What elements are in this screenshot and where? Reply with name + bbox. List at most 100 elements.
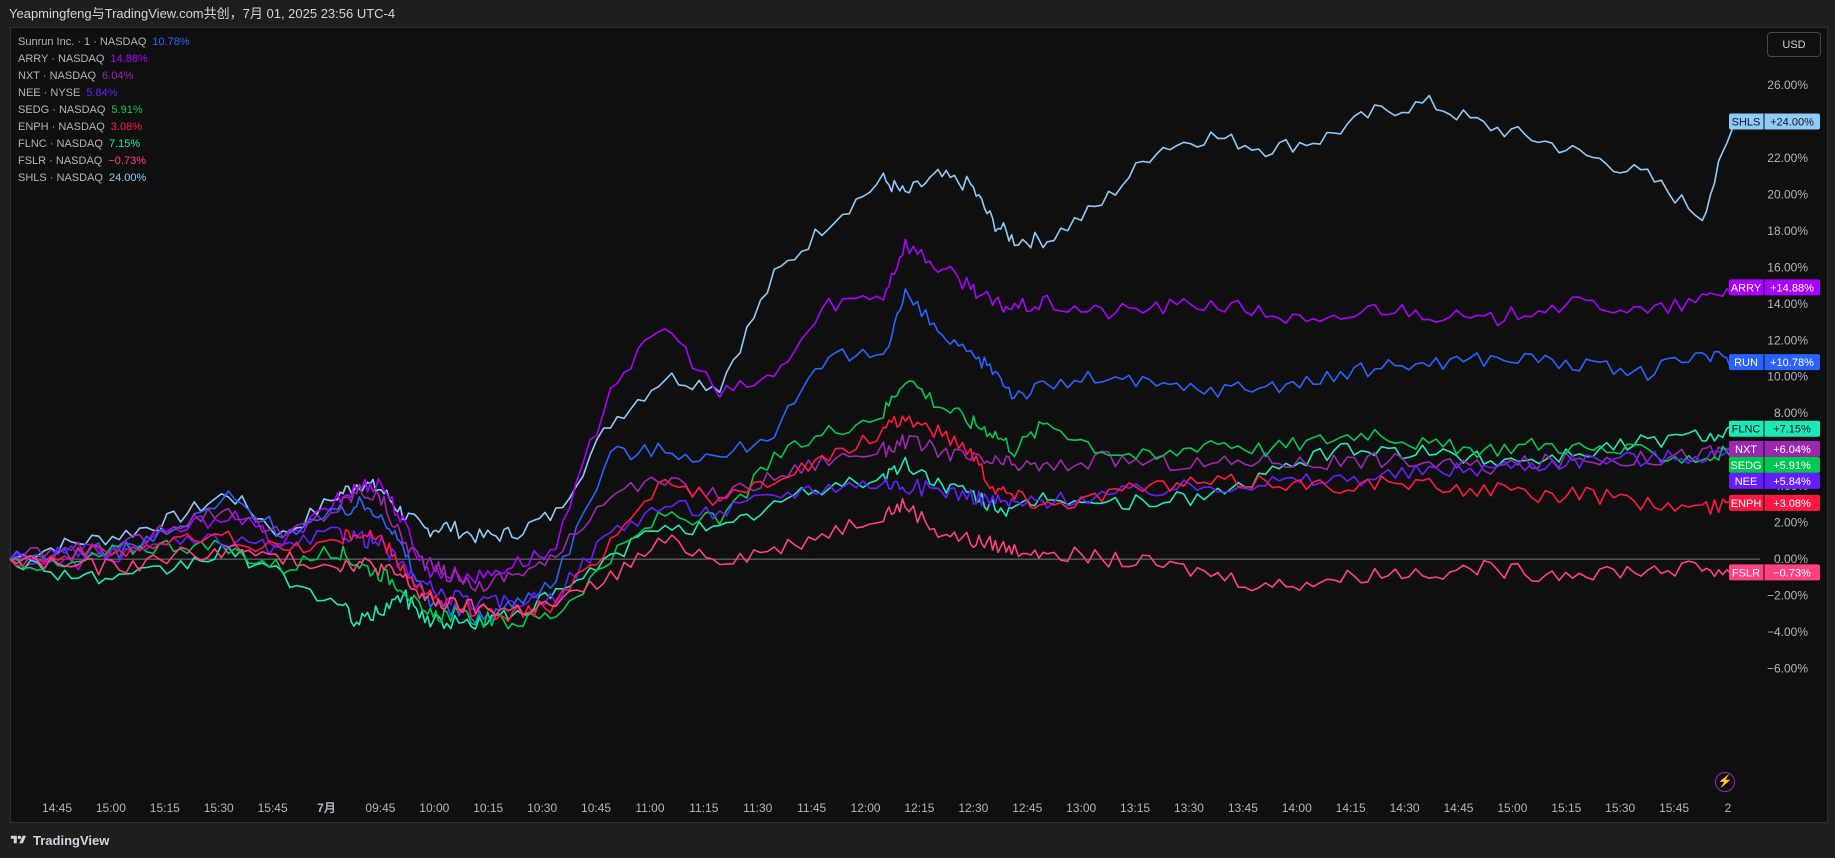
value-tag-bg (1729, 564, 1820, 581)
x-tick-label: 11:15 (689, 801, 718, 815)
chart-header-title: Yeapmingfeng与TradingView.com共创，7月 01, 20… (9, 6, 396, 21)
legend-value: 14.88% (110, 53, 148, 65)
legend-item[interactable]: NEE · NYSE 5.84% (18, 85, 190, 102)
value-tag-name: SEDG (1730, 460, 1761, 472)
value-tag-value: +24.00% (1770, 116, 1814, 128)
x-tick-label: 11:30 (743, 801, 772, 815)
legend-item[interactable]: FSLR · NASDAQ −0.73% (18, 153, 190, 170)
chart-area[interactable] (10, 27, 1828, 823)
value-tag-flnc: FLNC +7.15% (1729, 420, 1820, 437)
x-tick-label: 15:15 (1551, 801, 1581, 815)
value-tag-name: ARRY (1731, 282, 1762, 294)
value-tag-run: RUN +10.78% (1729, 354, 1820, 371)
legend-item[interactable]: SHLS · NASDAQ 24.00% (18, 170, 190, 187)
legend-item[interactable]: ENPH · NASDAQ 3.08% (18, 119, 190, 136)
legend-symbol: ENPH · NASDAQ (18, 121, 105, 133)
series-line-nxt[interactable] (9, 434, 1736, 592)
y-tick-label: 12.00% (1767, 333, 1808, 347)
value-tag-name: RUN (1734, 357, 1758, 369)
x-tick-label: 12:45 (1012, 801, 1042, 815)
legend-symbol: FLNC · NASDAQ (18, 138, 103, 150)
legend-value: 24.00% (108, 172, 147, 184)
value-tag-value: +7.15% (1773, 424, 1811, 436)
x-tick-label: 11:00 (635, 801, 664, 815)
value-tag-name: FSLR (1732, 567, 1760, 579)
x-tick-label: 13:45 (1228, 801, 1258, 815)
value-tag-bg (1729, 354, 1820, 371)
y-tick-label: 8.00% (1774, 406, 1808, 420)
x-tick-label: 7月 (317, 801, 336, 815)
x-tick-label: 15:00 (1497, 801, 1527, 815)
x-tick-label: 15:00 (96, 801, 126, 815)
x-tick-label: 09:45 (365, 801, 395, 815)
series-line-nee[interactable] (9, 445, 1736, 611)
x-tick-label: 15:45 (1659, 801, 1689, 815)
x-tick-label: 10:30 (527, 801, 557, 815)
value-tag-nxt: NXT +6.04% (1729, 440, 1820, 457)
tradingview-logo-icon (10, 835, 26, 844)
x-tick-label: 12:15 (904, 801, 934, 815)
legend-value: 10.78% (152, 36, 190, 48)
y-tick-label: −4.00% (1767, 625, 1808, 639)
x-axis: 14:45 15:00 15:15 15:30 15:45 7月 09:45 10:00 10:… (42, 801, 1732, 815)
value-tag-nee: NEE +5.84% (1729, 472, 1820, 489)
value-tag-value: +6.04% (1773, 444, 1811, 456)
value-tag-shls: SHLS +24.00% (1729, 113, 1820, 130)
legend-value: 5.91% (111, 104, 143, 116)
y-tick-label: 2.00% (1774, 516, 1808, 530)
currency-button[interactable]: USD (1767, 32, 1821, 57)
value-tag-value: +5.84% (1773, 476, 1811, 488)
series-line-shls[interactable] (9, 94, 1736, 561)
legend-value: 3.08% (110, 121, 142, 133)
x-tick-label: 11:45 (797, 801, 826, 815)
legend-item[interactable]: ARRY · NASDAQ 14.88% (18, 51, 190, 68)
value-tag-value: +5.91% (1773, 460, 1811, 472)
x-tick-label: 10:15 (473, 801, 503, 815)
y-tick-label: 16.00% (1767, 260, 1808, 274)
series-line-arry[interactable] (9, 238, 1736, 585)
value-tag-bg (1729, 494, 1820, 511)
series-line-run[interactable] (9, 288, 1736, 624)
value-tag-bg (1729, 113, 1820, 130)
legend-symbol: ARRY · NASDAQ (18, 53, 105, 65)
x-tick-label: 13:15 (1120, 801, 1150, 815)
series-line-sedg[interactable] (9, 380, 1736, 630)
legend-symbol: NEE · NYSE (18, 87, 81, 99)
x-tick-label: 15:45 (258, 801, 288, 815)
value-tag-fslr: FSLR −0.73% (1729, 564, 1820, 581)
value-tag-name: SHLS (1732, 116, 1761, 128)
x-tick-label: 15:30 (1605, 801, 1635, 815)
x-tick-label: 10:45 (581, 801, 611, 815)
lightning-icon[interactable]: ⚡ (1715, 772, 1735, 792)
y-tick-label: 10.00% (1767, 370, 1808, 384)
x-tick-label: 14:45 (1443, 801, 1473, 815)
chart-legend: Sunrun Inc. · 1 · NASDAQ 10.78% ARRY · NAS… (18, 34, 190, 187)
y-tick-label: 20.00% (1767, 187, 1808, 201)
x-tick-label: 15:15 (150, 801, 180, 815)
x-tick-label: 2 (1725, 801, 1732, 815)
series-line-fslr[interactable] (9, 498, 1736, 617)
value-tag-value: −0.73% (1773, 567, 1811, 579)
series-lines (9, 94, 1736, 630)
value-tag-bg (1729, 420, 1820, 437)
tradingview-brand[interactable]: TradingView (9, 830, 109, 850)
value-tag-name: ENPH (1731, 498, 1762, 510)
x-tick-label: 12:30 (958, 801, 988, 815)
y-tick-label: −6.00% (1767, 661, 1808, 675)
x-tick-label: 15:30 (204, 801, 234, 815)
legend-item[interactable]: FLNC · NASDAQ 7.15% (18, 136, 190, 153)
series-line-enph[interactable] (9, 415, 1736, 623)
value-tag-bg (1729, 472, 1820, 489)
legend-item[interactable]: NXT · NASDAQ 6.04% (18, 68, 190, 85)
legend-value: −0.73% (108, 155, 146, 167)
value-tag-arry: ARRY +14.88% (1729, 279, 1820, 296)
y-tick-label: 22.00% (1767, 151, 1808, 165)
value-tag-value: +10.78% (1770, 357, 1814, 369)
legend-item[interactable]: Sunrun Inc. · 1 · NASDAQ 10.78% (18, 34, 190, 51)
x-tick-label: 13:00 (1066, 801, 1096, 815)
legend-symbol: Sunrun Inc. · 1 · NASDAQ (18, 36, 147, 48)
legend-item[interactable]: SEDG · NASDAQ 5.91% (18, 102, 190, 119)
x-tick-label: 14:30 (1390, 801, 1420, 815)
legend-value: 6.04% (102, 70, 134, 82)
